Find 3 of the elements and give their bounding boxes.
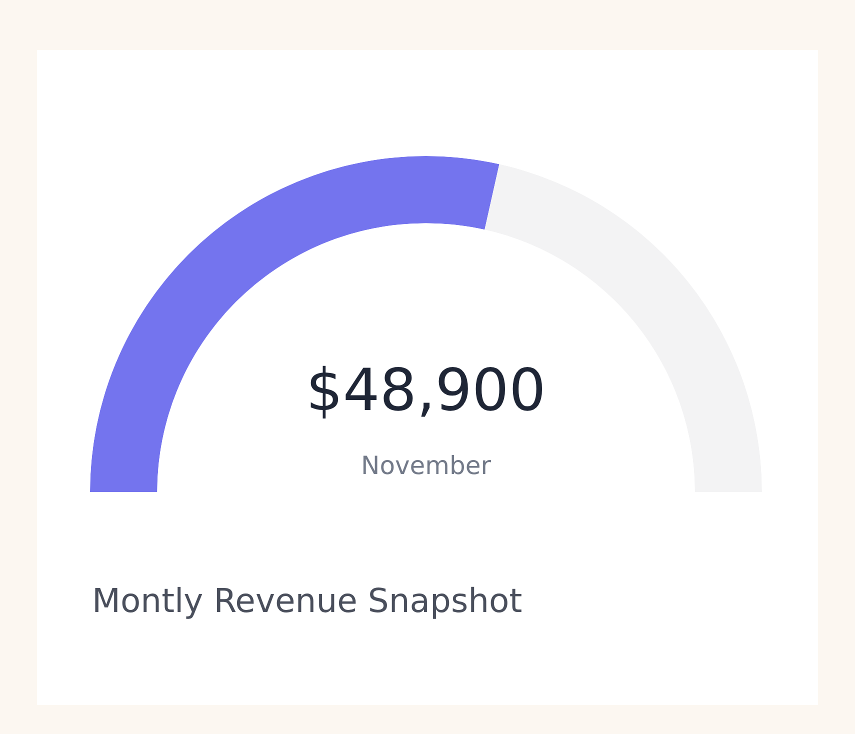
text: $48,900: [306, 356, 546, 424]
text: November: [361, 451, 492, 480]
text: Montly Revenue Snapshot: [92, 581, 522, 620]
